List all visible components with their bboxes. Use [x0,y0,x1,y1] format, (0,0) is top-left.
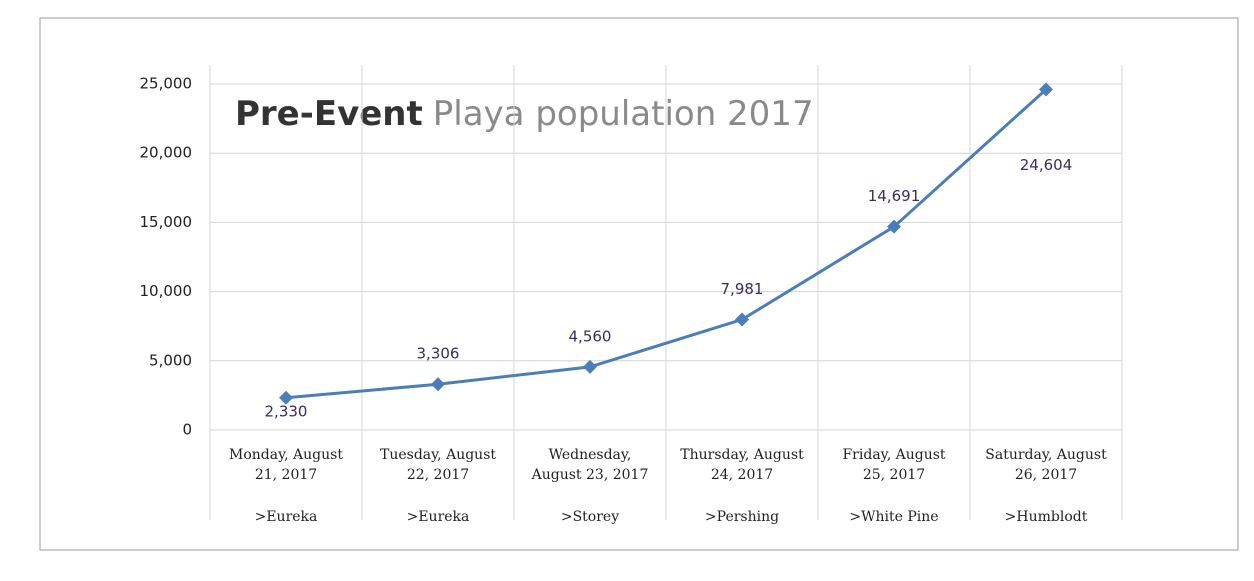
chart-title: Pre-Event Playa population 2017 [235,94,814,134]
x-tick-label: August 23, 2017 [531,467,649,483]
x-tick-label: Friday, August [842,447,945,463]
data-label: 14,691 [868,187,921,205]
x-tick-label: 22, 2017 [407,467,469,483]
x-tick-label: Thursday, August [680,447,804,463]
data-label: 3,306 [417,345,460,363]
x-tick-label: Tuesday, August [380,447,496,463]
data-label: 7,981 [721,280,764,298]
x-tick-label: Monday, August [229,447,343,463]
x-tick-label: Saturday, August [985,447,1107,463]
y-tick-label: 25,000 [140,75,193,93]
y-tick-label: 0 [182,421,192,439]
x-tick-label: 21, 2017 [255,467,317,483]
point-marker [583,359,597,374]
y-tick-label: 5,000 [149,351,192,369]
y-tick-label: 20,000 [140,144,193,162]
region-label: >Pershing [705,509,779,525]
point-marker [1039,82,1053,97]
point-marker [887,219,901,234]
data-label: 2,330 [265,403,308,421]
region-label: >Eureka [407,509,470,525]
region-label: >Eureka [255,509,318,525]
x-tick-label: 25, 2017 [863,467,925,483]
y-tick-label: 15,000 [140,213,193,231]
series-line [285,88,1048,400]
title-rest: Playa population 2017 [433,94,814,134]
x-tick-label: Wednesday, [549,447,632,463]
title-bold: Pre-Event [235,94,423,134]
y-tick-label: 10,000 [140,282,193,300]
region-label: >Storey [561,509,619,525]
point-marker [279,390,293,405]
chart-border [39,17,1239,551]
x-tick-label: 26, 2017 [1015,467,1077,483]
region-label: >White Pine [849,509,938,525]
data-label: 24,604 [1020,156,1073,174]
point-marker [431,377,445,392]
region-label: >Humblodt [1005,509,1088,525]
x-tick-label: 24, 2017 [711,467,773,483]
point-marker [735,312,749,327]
data-label: 4,560 [569,327,612,345]
